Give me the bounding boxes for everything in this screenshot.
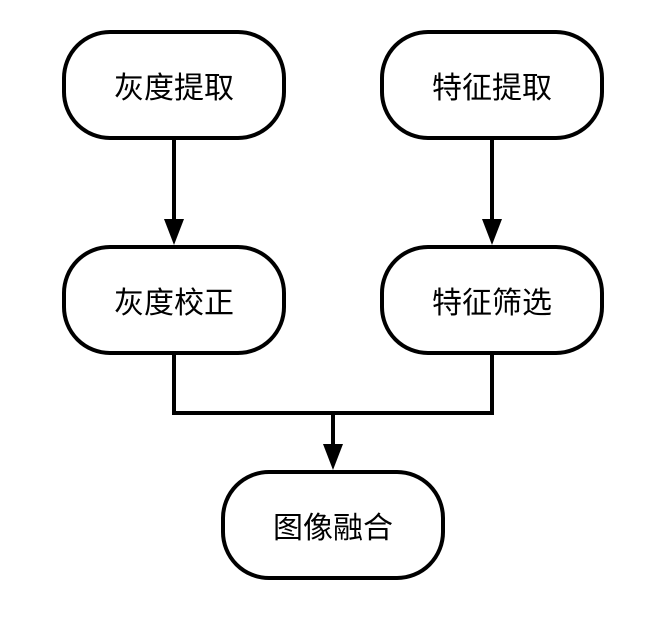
flowchart-canvas: 灰度提取 特征提取灰度校正 特征筛选图像融合 [0, 0, 662, 638]
flowchart-node-label: 特征筛选 [432, 278, 552, 322]
flowchart-node-n2: 特征提取 [380, 30, 604, 140]
flowchart-node-label: 灰度提取 [114, 63, 234, 107]
flowchart-node-n4: 特征筛选 [380, 245, 604, 355]
flowchart-node-n3: 灰度校正 [62, 245, 286, 355]
flowchart-node-label: 灰度校正 [114, 278, 234, 322]
flowchart-node-label: 特征提取 [432, 63, 552, 107]
flowchart-node-label: 图像融合 [273, 503, 393, 547]
flowchart-node-n5: 图像融合 [221, 470, 445, 580]
flowchart-node-n1: 灰度提取 [62, 30, 286, 140]
